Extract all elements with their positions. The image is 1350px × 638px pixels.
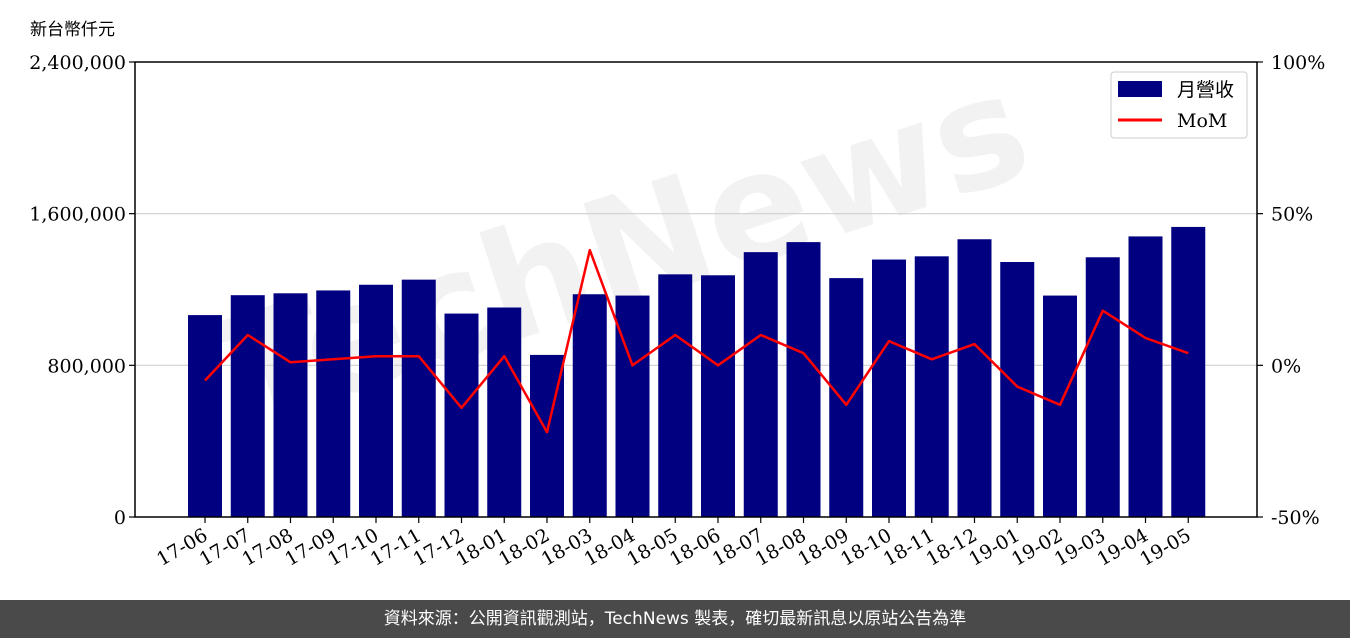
- revenue-bar: [359, 284, 393, 517]
- left-tick-label: 2,400,000: [29, 52, 126, 74]
- legend-label-revenue: 月營收: [1177, 79, 1234, 101]
- revenue-bar: [701, 275, 735, 517]
- right-tick-label: 50%: [1271, 204, 1313, 226]
- revenue-bar: [230, 295, 265, 517]
- y-axis-unit-label: 新台幣仟元: [30, 20, 115, 40]
- revenue-bar: [401, 279, 436, 517]
- revenue-bar: [1085, 257, 1120, 517]
- legend-bar-swatch: [1118, 81, 1162, 97]
- revenue-bar: [1171, 226, 1206, 517]
- right-tick-label: -50%: [1271, 507, 1320, 529]
- revenue-bar: [1043, 295, 1077, 517]
- revenue-bar: [957, 239, 992, 517]
- left-tick-label: 800,000: [47, 355, 126, 377]
- revenue-bar: [1000, 262, 1035, 517]
- revenue-bar: [743, 252, 778, 517]
- plot-frame: [134, 61, 1258, 518]
- mom-line: [204, 248, 1189, 434]
- revenue-bar: [316, 290, 351, 517]
- revenue-bar: [273, 293, 308, 517]
- left-tick-label: 1,600,000: [29, 204, 126, 226]
- revenue-bar: [444, 313, 479, 517]
- revenue-bar: [658, 274, 693, 517]
- left-tick-label: 0: [114, 507, 126, 529]
- revenue-bar: [188, 315, 222, 517]
- revenue-bar: [786, 242, 821, 517]
- revenue-bar: [829, 278, 864, 517]
- revenue-bar: [615, 295, 650, 517]
- revenue-bar: [572, 294, 607, 517]
- revenue-bar: [872, 259, 906, 517]
- revenue-bar: [914, 256, 949, 517]
- source-footer: 資料來源：公開資訊觀測站，TechNews 製表，確切最新訊息以原站公告為準: [0, 600, 1350, 638]
- legend-label-mom: MoM: [1177, 110, 1227, 132]
- revenue-chart: TechNews0800,0001,600,0002,400,000-50%0%…: [29, 40, 1325, 571]
- revenue-bar: [487, 307, 522, 517]
- right-tick-label: 100%: [1271, 52, 1325, 74]
- revenue-bar: [1128, 236, 1163, 517]
- x-tick-label: 19-05: [1136, 524, 1194, 570]
- right-tick-label: 0%: [1271, 355, 1301, 377]
